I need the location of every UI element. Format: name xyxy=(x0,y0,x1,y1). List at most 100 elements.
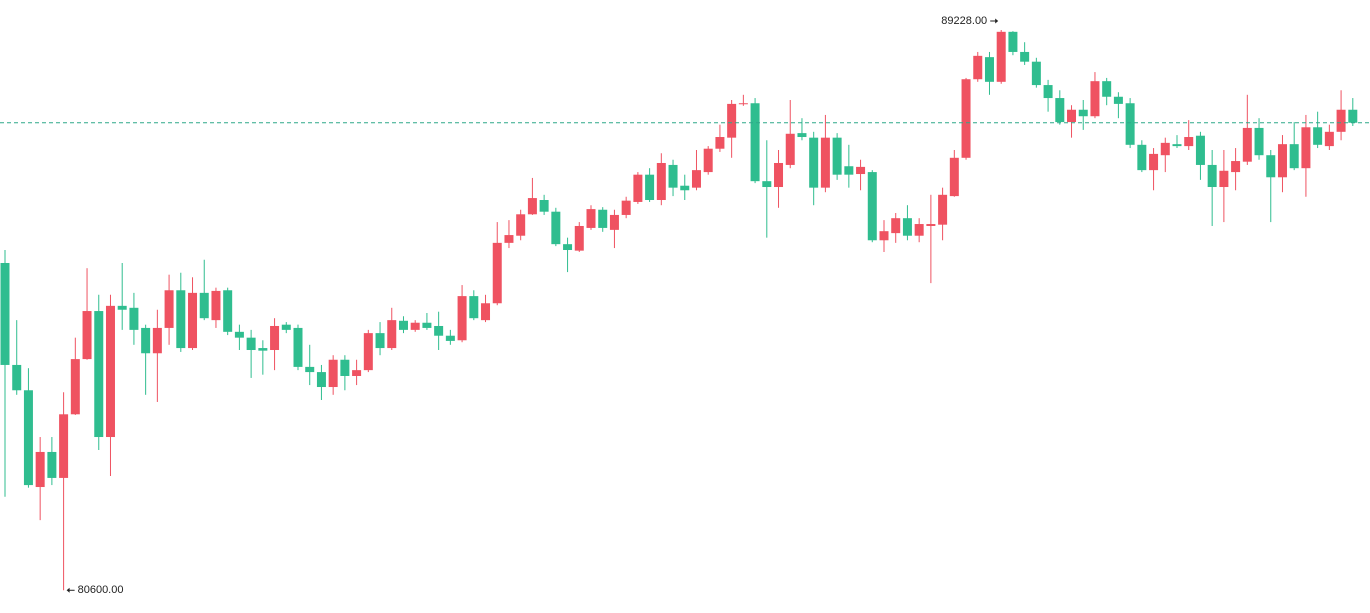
candle-body xyxy=(1277,144,1287,178)
candle-body xyxy=(1184,137,1194,147)
candle-body xyxy=(141,327,151,354)
candle-body xyxy=(234,331,244,338)
candle-body xyxy=(926,224,936,226)
candle-body xyxy=(387,320,397,349)
candle-body xyxy=(785,133,795,165)
candle-body xyxy=(410,322,420,330)
candle-body xyxy=(1055,98,1065,123)
candle-body xyxy=(1113,96,1123,104)
candle-body xyxy=(774,162,784,188)
candle-body xyxy=(0,262,10,365)
candle-body xyxy=(1125,103,1135,145)
candle-body xyxy=(258,348,268,351)
candle-body xyxy=(188,292,198,349)
candle-body xyxy=(352,370,362,376)
candle-body xyxy=(1020,51,1030,62)
candle-body xyxy=(457,296,467,341)
candle-body xyxy=(809,137,819,188)
candle-body xyxy=(574,225,584,251)
candle-body xyxy=(563,244,573,251)
candle-body xyxy=(246,337,256,351)
candle-body xyxy=(938,194,948,225)
candle-body xyxy=(59,414,69,478)
candle-body xyxy=(1195,135,1205,165)
candle-body xyxy=(82,311,92,360)
candle-body xyxy=(129,307,139,330)
candle-body xyxy=(516,214,526,236)
candle-body xyxy=(117,305,127,310)
candle-body xyxy=(1031,61,1041,86)
candle-body xyxy=(703,148,713,173)
candle-body xyxy=(750,103,760,182)
candle-body xyxy=(105,305,115,438)
candle-body xyxy=(1266,155,1276,178)
candle-body xyxy=(1008,31,1018,52)
low-annotation: 80600.00 xyxy=(78,584,124,596)
candle-body xyxy=(375,333,385,349)
candle-body xyxy=(973,55,983,80)
candle-body xyxy=(1172,144,1182,147)
candle-body xyxy=(270,325,280,351)
candle-body xyxy=(609,214,619,230)
candle-body xyxy=(23,390,33,486)
candle-body xyxy=(762,181,772,188)
candle-body xyxy=(70,359,80,415)
candle-body xyxy=(527,198,537,215)
candle-body xyxy=(445,335,455,341)
candle-body xyxy=(1348,109,1358,123)
candle-body xyxy=(1336,109,1346,132)
candle-body xyxy=(504,235,514,243)
candle-body xyxy=(1090,81,1100,117)
candle-body xyxy=(961,79,971,158)
candle-body xyxy=(340,359,350,376)
candle-body xyxy=(902,218,912,236)
candle-body xyxy=(12,364,22,391)
candle-body xyxy=(914,224,924,236)
high-annotation: 89228.00 xyxy=(941,15,987,27)
candle-body xyxy=(47,451,57,478)
candle-body xyxy=(35,451,45,488)
candle-body xyxy=(492,242,502,304)
candle-body xyxy=(1102,81,1112,97)
candle-body xyxy=(223,290,233,332)
candle-body xyxy=(1207,164,1217,188)
candle-body xyxy=(316,372,326,388)
candle-body xyxy=(715,137,725,149)
candle-body xyxy=(996,31,1006,82)
candle-body xyxy=(363,333,373,371)
candle-body xyxy=(1254,127,1264,156)
candle-body xyxy=(727,103,737,138)
candle-body xyxy=(422,322,432,328)
candle-body xyxy=(891,218,901,234)
candle-body xyxy=(832,137,842,175)
candle-body xyxy=(621,200,631,215)
candle-body xyxy=(1289,144,1299,169)
candle-body xyxy=(668,164,678,188)
candle-body xyxy=(738,103,748,105)
candle-body xyxy=(1149,153,1159,171)
candle-body xyxy=(820,137,830,188)
candle-body xyxy=(856,166,866,175)
candle-body xyxy=(1219,170,1229,188)
candle-body xyxy=(398,320,408,330)
candle-body xyxy=(680,185,690,191)
candle-body xyxy=(844,166,854,175)
candle-body xyxy=(551,211,561,245)
candle-body xyxy=(879,231,889,241)
candle-body xyxy=(1067,109,1077,123)
candle-body xyxy=(539,200,549,212)
candle-body xyxy=(598,209,608,228)
candle-body xyxy=(586,209,596,228)
candle-body xyxy=(152,327,162,354)
candle-body xyxy=(633,174,643,202)
candle-body xyxy=(176,290,186,349)
candle-body xyxy=(281,324,291,330)
candle-body xyxy=(481,303,491,321)
candle-body xyxy=(305,366,315,373)
candle-body xyxy=(645,174,655,201)
candle-body xyxy=(328,359,338,388)
candle-body xyxy=(164,290,174,328)
candle-body xyxy=(293,327,303,367)
candle-body xyxy=(1242,127,1252,162)
